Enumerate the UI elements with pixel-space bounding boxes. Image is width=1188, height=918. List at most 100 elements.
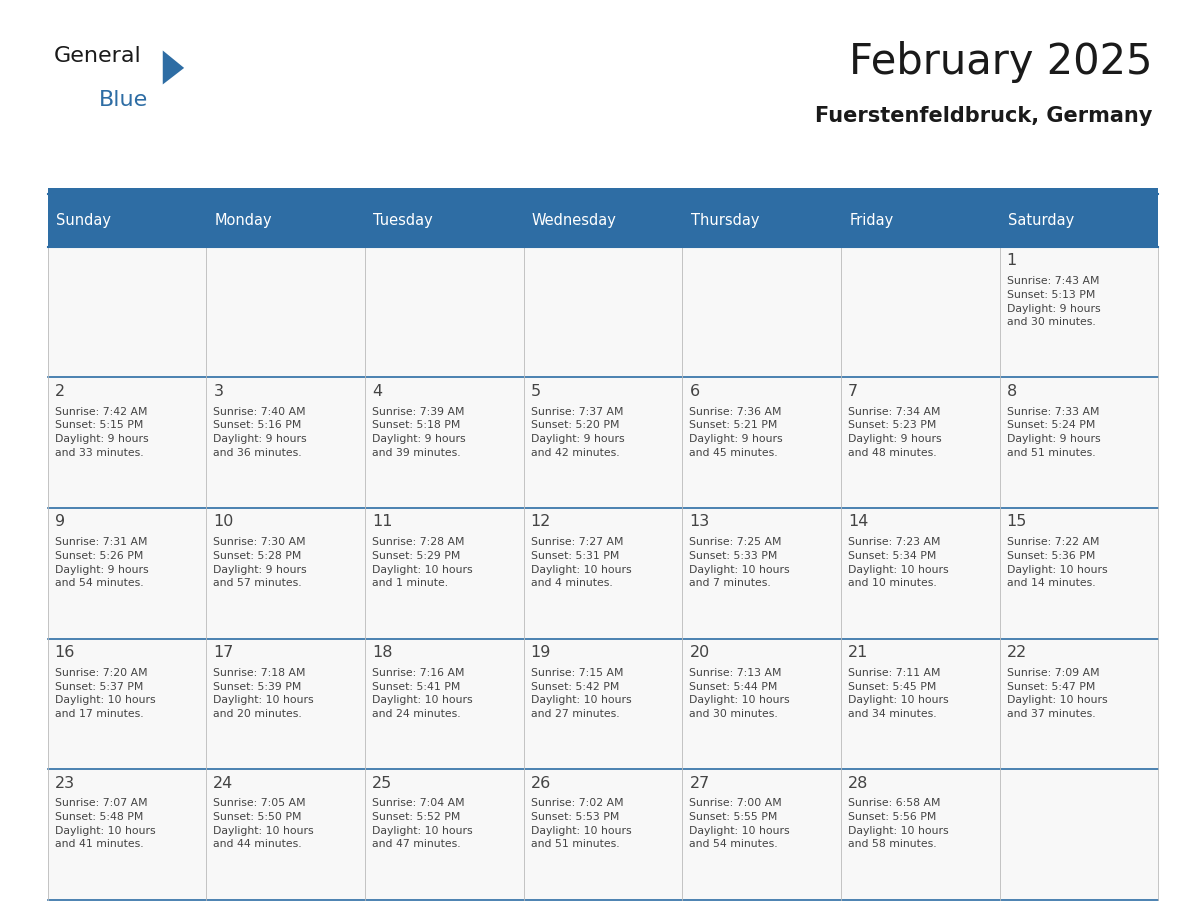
Text: 28: 28 (848, 776, 868, 790)
Text: Sunrise: 6:58 AM
Sunset: 5:56 PM
Daylight: 10 hours
and 58 minutes.: Sunrise: 6:58 AM Sunset: 5:56 PM Dayligh… (848, 799, 949, 849)
Text: 26: 26 (531, 776, 551, 790)
Text: 24: 24 (214, 776, 234, 790)
Text: Sunrise: 7:28 AM
Sunset: 5:29 PM
Daylight: 10 hours
and 1 minute.: Sunrise: 7:28 AM Sunset: 5:29 PM Dayligh… (372, 537, 473, 588)
Text: Sunday: Sunday (56, 213, 110, 228)
Bar (48, 194, 207, 247)
Text: Blue: Blue (99, 90, 147, 110)
Text: Sunrise: 7:34 AM
Sunset: 5:23 PM
Daylight: 9 hours
and 48 minutes.: Sunrise: 7:34 AM Sunset: 5:23 PM Dayligh… (848, 407, 942, 458)
Bar (841, 508, 999, 639)
Text: 14: 14 (848, 514, 868, 530)
Bar (207, 247, 365, 377)
Text: Thursday: Thursday (690, 213, 759, 228)
Text: 9: 9 (55, 514, 65, 530)
Text: Saturday: Saturday (1007, 213, 1074, 228)
Text: 17: 17 (214, 645, 234, 660)
Bar (524, 769, 682, 900)
Text: Sunrise: 7:33 AM
Sunset: 5:24 PM
Daylight: 9 hours
and 51 minutes.: Sunrise: 7:33 AM Sunset: 5:24 PM Dayligh… (1006, 407, 1100, 458)
Text: 15: 15 (1006, 514, 1028, 530)
Text: Sunrise: 7:25 AM
Sunset: 5:33 PM
Daylight: 10 hours
and 7 minutes.: Sunrise: 7:25 AM Sunset: 5:33 PM Dayligh… (689, 537, 790, 588)
Text: 3: 3 (214, 384, 223, 399)
Bar (999, 377, 1158, 508)
Text: 10: 10 (214, 514, 234, 530)
Bar (841, 194, 999, 247)
Text: 11: 11 (372, 514, 392, 530)
Bar (207, 508, 365, 639)
Text: Sunrise: 7:22 AM
Sunset: 5:36 PM
Daylight: 10 hours
and 14 minutes.: Sunrise: 7:22 AM Sunset: 5:36 PM Dayligh… (1006, 537, 1107, 588)
Bar (365, 247, 524, 377)
Bar (524, 194, 682, 247)
Text: 12: 12 (531, 514, 551, 530)
Bar (48, 508, 207, 639)
Bar (841, 377, 999, 508)
Text: Sunrise: 7:15 AM
Sunset: 5:42 PM
Daylight: 10 hours
and 27 minutes.: Sunrise: 7:15 AM Sunset: 5:42 PM Dayligh… (531, 668, 631, 719)
Bar (48, 377, 207, 508)
Text: Sunrise: 7:07 AM
Sunset: 5:48 PM
Daylight: 10 hours
and 41 minutes.: Sunrise: 7:07 AM Sunset: 5:48 PM Dayligh… (55, 799, 156, 849)
Bar (365, 377, 524, 508)
Bar (365, 194, 524, 247)
Text: Sunrise: 7:23 AM
Sunset: 5:34 PM
Daylight: 10 hours
and 10 minutes.: Sunrise: 7:23 AM Sunset: 5:34 PM Dayligh… (848, 537, 949, 588)
Text: 6: 6 (689, 384, 700, 399)
Text: Sunrise: 7:13 AM
Sunset: 5:44 PM
Daylight: 10 hours
and 30 minutes.: Sunrise: 7:13 AM Sunset: 5:44 PM Dayligh… (689, 668, 790, 719)
Text: 1: 1 (1006, 253, 1017, 268)
Text: Sunrise: 7:04 AM
Sunset: 5:52 PM
Daylight: 10 hours
and 47 minutes.: Sunrise: 7:04 AM Sunset: 5:52 PM Dayligh… (372, 799, 473, 849)
Bar (682, 639, 841, 769)
Text: 13: 13 (689, 514, 709, 530)
Bar (999, 639, 1158, 769)
Bar (207, 639, 365, 769)
Text: Monday: Monday (215, 213, 272, 228)
Text: General: General (53, 46, 141, 66)
Text: Sunrise: 7:30 AM
Sunset: 5:28 PM
Daylight: 9 hours
and 57 minutes.: Sunrise: 7:30 AM Sunset: 5:28 PM Dayligh… (214, 537, 307, 588)
Polygon shape (163, 50, 184, 84)
Text: 18: 18 (372, 645, 392, 660)
Bar (682, 508, 841, 639)
Text: Sunrise: 7:05 AM
Sunset: 5:50 PM
Daylight: 10 hours
and 44 minutes.: Sunrise: 7:05 AM Sunset: 5:50 PM Dayligh… (214, 799, 314, 849)
Text: Sunrise: 7:18 AM
Sunset: 5:39 PM
Daylight: 10 hours
and 20 minutes.: Sunrise: 7:18 AM Sunset: 5:39 PM Dayligh… (214, 668, 314, 719)
Bar (524, 508, 682, 639)
Bar (682, 377, 841, 508)
Text: Sunrise: 7:42 AM
Sunset: 5:15 PM
Daylight: 9 hours
and 33 minutes.: Sunrise: 7:42 AM Sunset: 5:15 PM Dayligh… (55, 407, 148, 458)
Text: Sunrise: 7:31 AM
Sunset: 5:26 PM
Daylight: 9 hours
and 54 minutes.: Sunrise: 7:31 AM Sunset: 5:26 PM Dayligh… (55, 537, 148, 588)
Bar (999, 508, 1158, 639)
Text: 23: 23 (55, 776, 75, 790)
Text: Friday: Friday (849, 213, 893, 228)
Text: Sunrise: 7:16 AM
Sunset: 5:41 PM
Daylight: 10 hours
and 24 minutes.: Sunrise: 7:16 AM Sunset: 5:41 PM Dayligh… (372, 668, 473, 719)
Text: February 2025: February 2025 (849, 41, 1152, 84)
Bar (999, 769, 1158, 900)
Text: Sunrise: 7:11 AM
Sunset: 5:45 PM
Daylight: 10 hours
and 34 minutes.: Sunrise: 7:11 AM Sunset: 5:45 PM Dayligh… (848, 668, 949, 719)
Text: Sunrise: 7:02 AM
Sunset: 5:53 PM
Daylight: 10 hours
and 51 minutes.: Sunrise: 7:02 AM Sunset: 5:53 PM Dayligh… (531, 799, 631, 849)
Text: 4: 4 (372, 384, 383, 399)
Text: Sunrise: 7:40 AM
Sunset: 5:16 PM
Daylight: 9 hours
and 36 minutes.: Sunrise: 7:40 AM Sunset: 5:16 PM Dayligh… (214, 407, 307, 458)
Bar (365, 508, 524, 639)
Text: Sunrise: 7:27 AM
Sunset: 5:31 PM
Daylight: 10 hours
and 4 minutes.: Sunrise: 7:27 AM Sunset: 5:31 PM Dayligh… (531, 537, 631, 588)
Text: Sunrise: 7:43 AM
Sunset: 5:13 PM
Daylight: 9 hours
and 30 minutes.: Sunrise: 7:43 AM Sunset: 5:13 PM Dayligh… (1006, 276, 1100, 327)
Bar (682, 769, 841, 900)
Text: Sunrise: 7:39 AM
Sunset: 5:18 PM
Daylight: 9 hours
and 39 minutes.: Sunrise: 7:39 AM Sunset: 5:18 PM Dayligh… (372, 407, 466, 458)
Text: 25: 25 (372, 776, 392, 790)
Text: Sunrise: 7:00 AM
Sunset: 5:55 PM
Daylight: 10 hours
and 54 minutes.: Sunrise: 7:00 AM Sunset: 5:55 PM Dayligh… (689, 799, 790, 849)
Text: 20: 20 (689, 645, 709, 660)
Text: Sunrise: 7:09 AM
Sunset: 5:47 PM
Daylight: 10 hours
and 37 minutes.: Sunrise: 7:09 AM Sunset: 5:47 PM Dayligh… (1006, 668, 1107, 719)
Bar (999, 194, 1158, 247)
Bar (524, 377, 682, 508)
Bar (682, 194, 841, 247)
Text: Tuesday: Tuesday (373, 213, 432, 228)
Bar (365, 769, 524, 900)
Text: Sunrise: 7:37 AM
Sunset: 5:20 PM
Daylight: 9 hours
and 42 minutes.: Sunrise: 7:37 AM Sunset: 5:20 PM Dayligh… (531, 407, 625, 458)
Text: 5: 5 (531, 384, 541, 399)
Text: Fuerstenfeldbruck, Germany: Fuerstenfeldbruck, Germany (815, 106, 1152, 126)
Bar (365, 639, 524, 769)
Bar (841, 247, 999, 377)
Bar (999, 247, 1158, 377)
Bar (524, 247, 682, 377)
Text: 8: 8 (1006, 384, 1017, 399)
Bar (524, 639, 682, 769)
Text: 27: 27 (689, 776, 709, 790)
Bar (207, 769, 365, 900)
Bar (682, 247, 841, 377)
Text: Sunrise: 7:20 AM
Sunset: 5:37 PM
Daylight: 10 hours
and 17 minutes.: Sunrise: 7:20 AM Sunset: 5:37 PM Dayligh… (55, 668, 156, 719)
Bar (841, 639, 999, 769)
Text: 19: 19 (531, 645, 551, 660)
Bar (207, 194, 365, 247)
Bar (48, 769, 207, 900)
Bar (841, 769, 999, 900)
